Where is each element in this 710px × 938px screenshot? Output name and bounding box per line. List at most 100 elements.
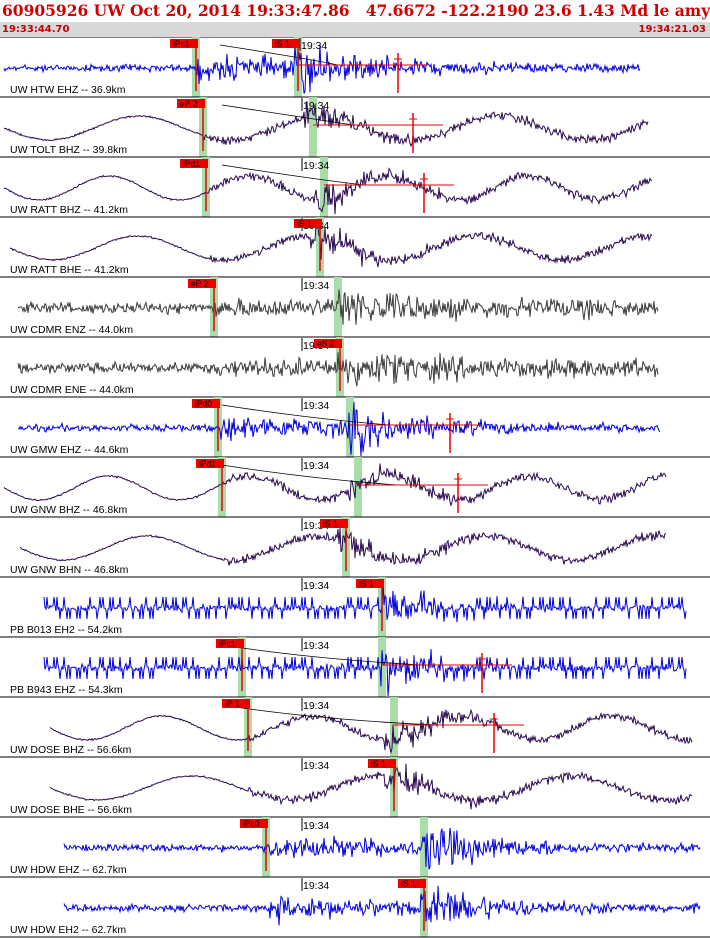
time-end-label: 19:34:21.03 — [638, 24, 706, 35]
p-pick-label: iPd1 — [199, 459, 216, 469]
p-pick-label: eP 2 — [191, 279, 209, 289]
trace-row[interactable]: 19:34 iPd0 UW GMW EHZ -- 44.6km — [0, 396, 710, 457]
minute-label: 19:34 — [303, 460, 329, 472]
trace-row[interactable]: 19:34 iPd1 UW RATT BHZ -- 41.2km — [0, 156, 710, 217]
minute-label: 19:34 — [303, 820, 329, 832]
p-pick-label: iPd1 — [183, 159, 200, 169]
s-pick-label: eS 2 — [317, 339, 335, 349]
p-pick-flag[interactable] — [196, 459, 224, 468]
s-pick-flag[interactable] — [294, 219, 322, 228]
station-label: UW DOSE BHZ -- 56.6km — [10, 744, 132, 756]
p-pick-flag[interactable] — [240, 819, 268, 828]
minute-label: 19:34 — [303, 880, 329, 892]
coda-fit-curve — [221, 464, 399, 486]
s-pick-flag[interactable] — [356, 579, 384, 588]
p-pick-flag[interactable] — [180, 159, 208, 168]
minute-label: 19:34 — [303, 580, 329, 592]
trace-row[interactable]: 19:34 eP 2 UW TOLT BHZ -- 39.8km — [0, 96, 710, 157]
waveform-trace — [43, 579, 687, 623]
p-pick-flag[interactable] — [170, 39, 198, 48]
trace-row[interactable]: 19:34 iP 1 UW DOSE BHZ -- 56.6km — [0, 696, 710, 757]
p-pick-flag[interactable] — [222, 699, 250, 708]
waveform-trace — [3, 44, 641, 94]
s-pick-band — [320, 157, 328, 217]
s-pick-label: iS 1 — [359, 579, 374, 589]
trace-row[interactable]: 19:34 iPc1 iS 1 UW HTW EHZ -- 36.9km — [0, 37, 710, 97]
coda-fit-curve — [221, 704, 435, 726]
minute-label: 19:34 — [303, 100, 329, 112]
s-pick-label: iS 1 — [297, 219, 312, 229]
seismogram-panel[interactable]: 19:34 iPc1 iS 1 UW HTW EHZ -- 36.9km 19:34 eP… — [0, 37, 710, 938]
waveform-trace — [3, 101, 649, 148]
trace-row[interactable]: 19:34 iPc0 UW HDW EHZ -- 62.7km — [0, 816, 710, 877]
coda-fit-curve — [219, 44, 339, 66]
p-pick-label: iPd0 — [195, 399, 212, 409]
s-pick-label: iS 1 — [275, 39, 290, 49]
coda-fit-curve — [221, 104, 354, 126]
waveform-trace — [63, 827, 701, 870]
station-label: UW RATT BHE -- 41.2km — [10, 264, 129, 276]
trace-row[interactable]: 19:34 iPd1 UW GNW BHZ -- 46.8km — [0, 456, 710, 517]
p-pick-label: iP 1 — [225, 699, 240, 709]
s-pick-flag[interactable] — [272, 39, 300, 48]
waveform-trace — [63, 885, 701, 926]
p-pick-label: iPc0 — [243, 819, 260, 829]
waveform-trace — [43, 649, 687, 697]
waveform-trace — [17, 289, 659, 325]
station-label: PB B013 EH2 -- 54.2km — [10, 624, 122, 636]
s-pick-band — [334, 277, 342, 337]
s-pick-flag[interactable] — [368, 759, 396, 768]
p-pick-flag[interactable] — [188, 279, 216, 288]
station-label: UW HDW EH2 -- 62.7km — [10, 924, 126, 936]
waveform-trace — [9, 223, 653, 268]
minute-label: 19:34 — [303, 700, 329, 712]
station-label: UW GNW BHZ -- 46.8km — [10, 504, 128, 516]
p-pick-label: iPc1 — [219, 639, 236, 649]
s-pick-label: iS 1 — [323, 519, 338, 529]
waveform-trace — [17, 352, 659, 387]
minute-label: 19:34 — [303, 640, 329, 652]
coda-fit-curve — [221, 404, 391, 426]
s-pick-label: iS 1 — [371, 759, 386, 769]
trace-row[interactable]: 19:34 iPc1 PB B943 EHZ -- 54.3km — [0, 636, 710, 697]
station-label: UW GNW BHN -- 46.8km — [10, 564, 129, 576]
station-label: UW HTW EHZ -- 36.9km — [10, 84, 126, 96]
trace-row[interactable]: 19:34 eP 2 UW CDMR ENZ -- 44.0km — [0, 276, 710, 337]
trace-row[interactable]: 19:34 iS 1 PB B013 EH2 -- 54.2km — [0, 576, 710, 637]
minute-label: 19:34 — [303, 760, 329, 772]
s-pick-flag[interactable] — [398, 879, 426, 888]
minute-label: 19:34 — [303, 160, 329, 172]
s-pick-flag[interactable] — [314, 339, 342, 348]
waveform-trace — [49, 763, 693, 810]
s-pick-band — [390, 697, 398, 757]
station-label: UW CDMR ENZ -- 44.0km — [10, 324, 133, 336]
station-label: UW CDMR ENE -- 44.0km — [10, 384, 134, 396]
coda-fit-curve — [221, 644, 423, 666]
waveform-trace — [3, 463, 667, 506]
p-pick-flag[interactable] — [177, 99, 205, 108]
waveform-trace — [17, 402, 661, 457]
trace-row[interactable]: 19:34eS 2UW CDMR ENE -- 44.0km — [0, 336, 710, 397]
s-pick-band — [309, 97, 317, 157]
s-pick-band — [420, 817, 428, 877]
p-pick-flag[interactable] — [192, 399, 220, 408]
p-pick-label: eP 2 — [180, 99, 198, 109]
minute-label: 19:34 — [301, 40, 327, 52]
time-range-bar — [0, 22, 710, 37]
s-pick-flag[interactable] — [320, 519, 348, 528]
p-pick-flag[interactable] — [216, 639, 244, 648]
time-start-label: 19:33:44.70 — [2, 24, 70, 35]
trace-row[interactable]: 19:34 iS 1 UW HDW EH2 -- 62.7km — [0, 876, 710, 937]
station-label: UW DOSE BHE -- 56.6km — [10, 804, 132, 816]
station-label: PB B943 EHZ -- 54.3km — [10, 684, 123, 696]
station-label: UW GMW EHZ -- 44.6km — [10, 444, 129, 456]
coda-fit-curve — [221, 164, 365, 186]
waveform-trace — [49, 708, 693, 755]
s-pick-label: iS 1 — [401, 879, 416, 889]
minute-label: 19:34 — [303, 400, 329, 412]
event-header-title: 60905926 UW Oct 20, 2014 19:33:47.86 47.… — [2, 1, 710, 20]
trace-row[interactable]: 19:34 iS 1 UW DOSE BHE -- 56.6km — [0, 756, 710, 817]
